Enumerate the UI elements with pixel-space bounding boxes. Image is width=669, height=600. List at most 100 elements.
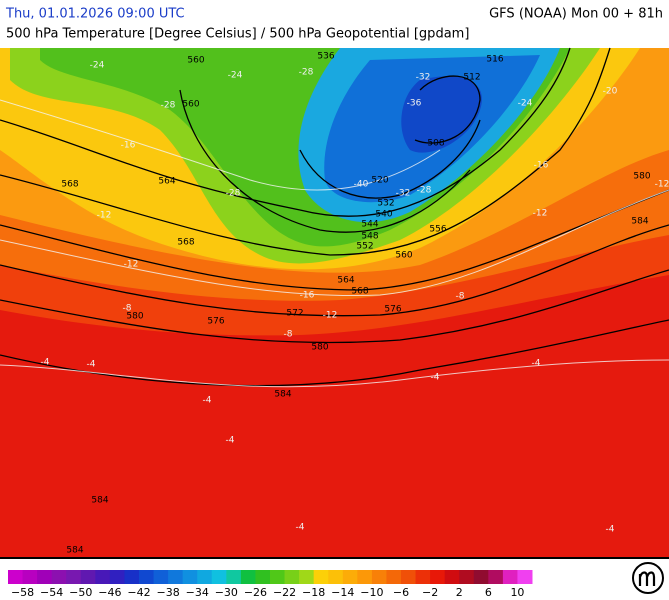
- colorbar-swatch: [168, 570, 184, 584]
- temperature-label: -28: [299, 68, 314, 78]
- colorbar-swatch: [473, 570, 489, 584]
- colorbar-swatch: [153, 570, 169, 584]
- colorbar-swatch: [517, 570, 533, 584]
- colorbar-swatch: [51, 570, 67, 584]
- temperature-label: -4: [87, 360, 96, 370]
- geopotential-label: 564: [337, 276, 354, 286]
- geopotential-label: 580: [126, 312, 143, 322]
- colorbar-swatch: [8, 570, 24, 584]
- geopotential-label: 568: [61, 180, 78, 190]
- logo: [632, 562, 664, 594]
- geopotential-label: 576: [207, 317, 224, 327]
- colorbar-swatch: [342, 570, 358, 584]
- geopotential-label: 564: [158, 177, 175, 187]
- colorbar-swatch: [124, 570, 140, 584]
- geopotential-label: 568: [177, 238, 194, 248]
- temperature-label: -20: [603, 87, 618, 97]
- geopotential-label: 508: [427, 139, 444, 149]
- geopotential-label: 540: [375, 210, 392, 220]
- colorbar-swatch: [328, 570, 344, 584]
- geopotential-label: 516: [486, 55, 503, 65]
- map-title: 500 hPa Temperature [Degree Celsius] / 5…: [6, 27, 469, 42]
- geopotential-label: 560: [395, 251, 412, 261]
- temperature-label: -4: [532, 359, 541, 369]
- colorbar-tick-label: −14: [331, 586, 354, 599]
- colorbar: −58 −54 −50 −46 −42 −38 −34 −30 −26 −22 −18 −14 −10−…: [8, 570, 533, 599]
- colorbar-tick-label: −26: [244, 586, 267, 599]
- colorbar-swatch: [182, 570, 198, 584]
- colorbar-swatch: [226, 570, 242, 584]
- temperature-label: -16: [300, 291, 315, 301]
- geopotential-label: 560: [187, 56, 204, 66]
- colorbar-swatch: [139, 570, 155, 584]
- colorbar-tick-label: −34: [186, 586, 209, 599]
- map: [0, 47, 669, 558]
- colorbar-swatch: [371, 570, 387, 584]
- temperature-label: -12: [323, 311, 338, 321]
- colorbar-tick-label: −10: [360, 586, 383, 599]
- geopotential-label: 584: [91, 496, 108, 506]
- geopotential-label: 584: [631, 217, 648, 227]
- colorbar-swatch: [415, 570, 431, 584]
- temperature-label: -32: [396, 189, 411, 199]
- geopotential-label: 580: [633, 172, 650, 182]
- colorbar-tick-label: −42: [127, 586, 150, 599]
- temperature-label: -24: [228, 71, 243, 81]
- colorbar-tick-label: 10: [510, 586, 524, 599]
- colorbar-tick-label: −46: [98, 586, 121, 599]
- colorbar-tick-label: −38: [157, 586, 180, 599]
- geopotential-label: 572: [286, 309, 303, 319]
- geopotential-label: 584: [274, 390, 291, 400]
- isotherms: [0, 99, 669, 388]
- geopotential-label: 568: [351, 287, 368, 297]
- temperature-label: -24: [90, 61, 105, 71]
- temperature-label: -28: [161, 101, 176, 111]
- colorbar-swatch: [255, 570, 271, 584]
- temperature-label: -16: [121, 141, 136, 151]
- temperature-label: -28: [417, 186, 432, 196]
- geopotential-label: 548: [361, 232, 378, 242]
- colorbar-tick-label: −2: [422, 586, 438, 599]
- colorbar-swatch: [22, 570, 38, 584]
- temperature-label: -40: [354, 180, 369, 190]
- colorbar-tick-label: 2: [456, 586, 463, 599]
- colorbar-tick-label: −6: [393, 586, 409, 599]
- colorbar-tick-label: −18: [302, 586, 325, 599]
- colorbar-swatch: [459, 570, 475, 584]
- colorbar-swatch: [299, 570, 315, 584]
- temperature-label: -4: [296, 523, 305, 533]
- colorbar-swatch: [80, 570, 96, 584]
- temperature-label: -32: [416, 73, 431, 83]
- colorbar-swatch: [386, 570, 402, 584]
- colorbar-swatch: [430, 570, 446, 584]
- model-info: GFS (NOAA) Mon 00 + 81h: [489, 7, 663, 22]
- colorbar-swatch: [109, 570, 125, 584]
- temperature-label: -28: [226, 189, 241, 199]
- colorbar-tick-label: −58: [11, 586, 34, 599]
- geopotential-label: 544: [361, 220, 378, 230]
- temperature-label: -24: [518, 99, 533, 109]
- temperature-label: -4: [203, 396, 212, 406]
- colorbar-swatch: [66, 570, 82, 584]
- temperature-label: -4: [431, 373, 440, 383]
- colorbar-swatch: [270, 570, 286, 584]
- geopotential-label: 512: [463, 73, 480, 83]
- colorbar-tick-label: 6: [485, 586, 492, 599]
- colorbar-swatch: [357, 570, 373, 584]
- geopotential-label: 532: [377, 199, 394, 209]
- temperature-label: -12: [655, 180, 669, 190]
- temperature-label: -8: [284, 330, 293, 340]
- colorbar-swatch: [211, 570, 227, 584]
- colorbar-swatch: [444, 570, 460, 584]
- colorbar-swatch: [313, 570, 329, 584]
- colorbar-swatch: [240, 570, 256, 584]
- field-band: [401, 76, 482, 153]
- datetime: Thu, 01.01.2026 09:00 UTC: [5, 7, 185, 22]
- colorbar-tick-label: −54: [40, 586, 63, 599]
- colorbar-swatch: [37, 570, 53, 584]
- geopotential-label: 556: [429, 225, 446, 235]
- geopotential-label: 560: [182, 100, 199, 110]
- colorbar-swatch: [502, 570, 518, 584]
